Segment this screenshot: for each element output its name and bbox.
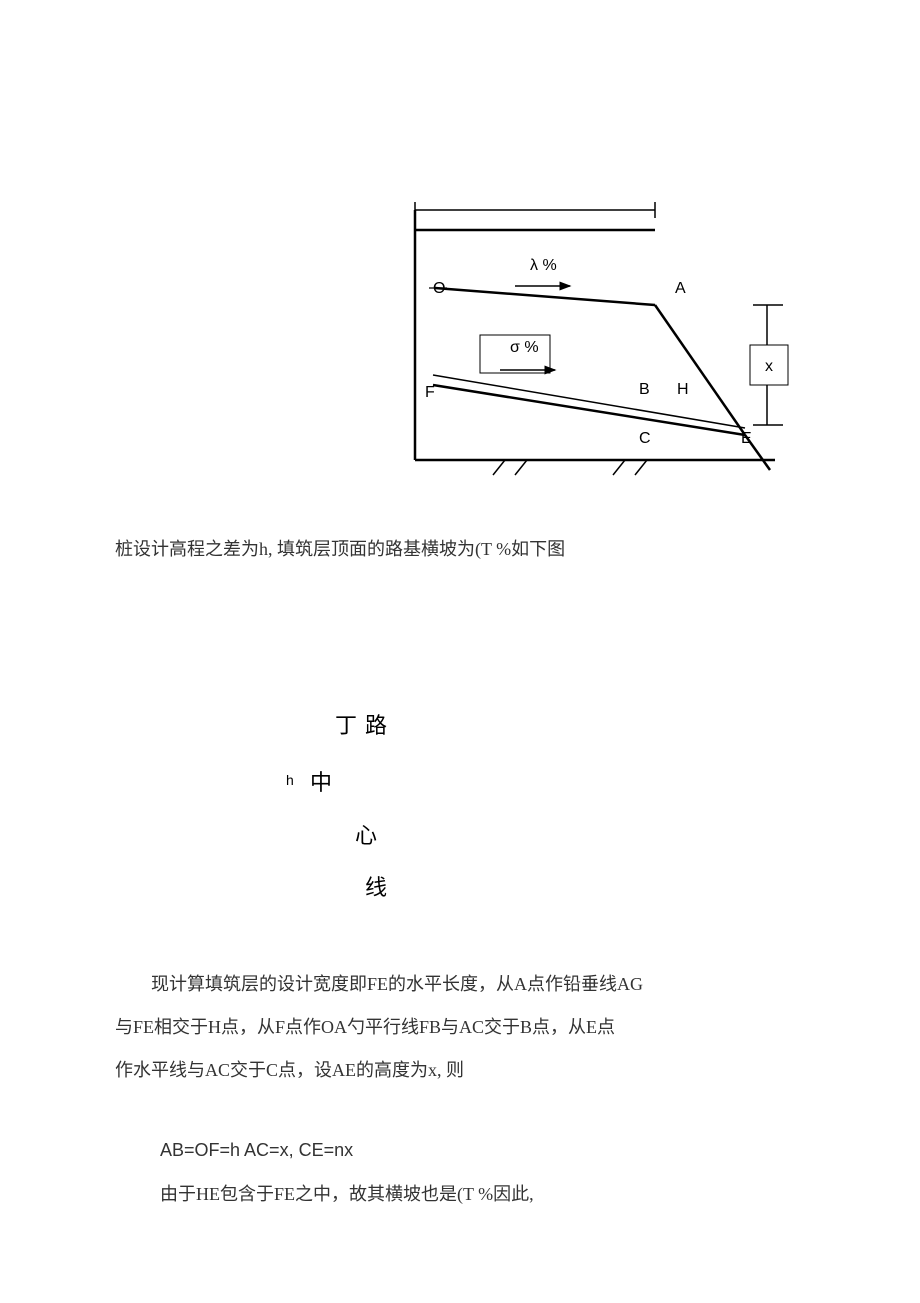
label-h: h: [286, 772, 294, 788]
cross-section-diagram: xλ %σ %OAFBHCE: [405, 195, 815, 485]
svg-text:B: B: [639, 381, 650, 398]
para4-text: 由于HE包含于FE之中，故其横坡也是(T %因此,: [160, 1184, 534, 1204]
svg-text:H: H: [677, 381, 689, 398]
svg-text:A: A: [675, 280, 686, 297]
vchar-3: 中: [310, 765, 332, 797]
para2-line3: 作水平线与AC交于C点，设AE的高度为x, 则: [115, 1049, 825, 1092]
vchar-5: 线: [365, 870, 387, 902]
vchar-4: 心: [355, 818, 377, 850]
svg-text:x: x: [765, 358, 773, 375]
svg-text:F: F: [425, 384, 435, 401]
vchar-1: 丁: [335, 708, 357, 740]
svg-text:σ %: σ %: [510, 339, 539, 356]
svg-text:E: E: [741, 430, 752, 447]
para2-line2: 与FE相交于H点，从F点作OA勺平行线FB与AC交于B点，从E点: [115, 1006, 825, 1049]
para2-line1: 现计算填筑层的设计宽度即FE的水平长度，从A点作铅垂线AG: [115, 963, 825, 1006]
paragraph-4: 由于HE包含于FE之中，故其横坡也是(T %因此,: [160, 1175, 860, 1215]
svg-text:λ %: λ %: [530, 257, 557, 274]
vchar-2: 路: [365, 708, 387, 740]
svg-text:C: C: [639, 430, 651, 447]
vertical-label-block: h 丁 路 中 心 线: [280, 690, 430, 940]
paragraph-1: 桩设计高程之差为h, 填筑层顶面的路基横坡为(T %如下图: [115, 530, 815, 570]
para3-text: AB=OF=h AC=x, CE=nx: [160, 1140, 353, 1160]
paragraph-2: 现计算填筑层的设计宽度即FE的水平长度，从A点作铅垂线AG 与FE相交于H点，从…: [115, 963, 825, 1093]
para1-text: 桩设计高程之差为h, 填筑层顶面的路基横坡为(T %如下图: [115, 539, 565, 559]
paragraph-3: AB=OF=h AC=x, CE=nx: [160, 1131, 860, 1171]
